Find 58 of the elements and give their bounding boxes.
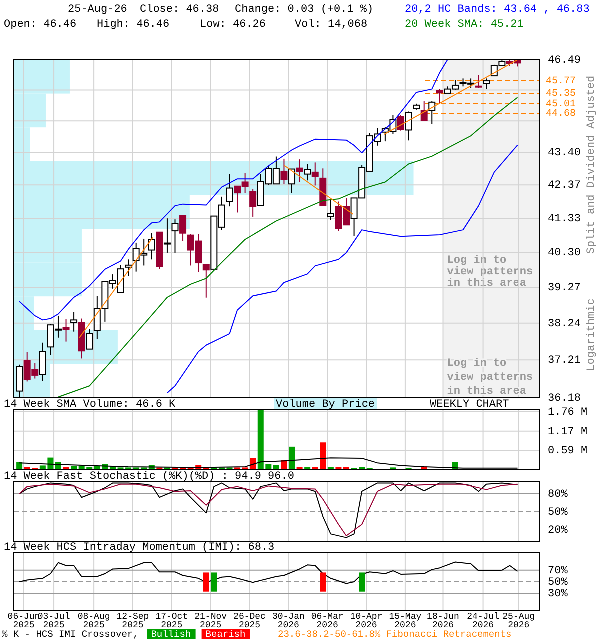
- x-tick-label: 06-Mar 2026: [311, 612, 344, 630]
- y-tick-label: 70%: [548, 565, 568, 578]
- x-tick-label: 24-Jul 2026: [467, 612, 500, 630]
- y-tick-label: 36.18: [548, 392, 582, 405]
- y-tick-label: 80%: [548, 488, 568, 501]
- x-tick-label: 10-Apr 2026: [350, 612, 383, 630]
- ref-line-label: 45.35: [546, 89, 576, 100]
- x-tick-label: 26-Dec 2025: [234, 612, 266, 630]
- text: Close: 46.38: [140, 4, 220, 16]
- y-tick-label: 1.17 M: [548, 426, 588, 438]
- legend-title: % K - HCS IMI Crossover,: [2, 629, 139, 640]
- text: Volume By Price: [276, 399, 376, 411]
- y-tick-label: 43.40: [548, 148, 582, 160]
- x-tick-label: 18-Jun 2026: [427, 612, 460, 630]
- y-tick-label: 50%: [548, 576, 568, 589]
- x-tick-label: 12-Sep 2025: [116, 612, 150, 630]
- y-tick-label: 50%: [548, 506, 568, 519]
- y-tick-label: 41.33: [548, 214, 582, 226]
- text: Bullish: [151, 629, 192, 640]
- y-tick-label: 39.27: [548, 282, 582, 294]
- x-tick-label: 21-Nov 2025: [194, 612, 228, 630]
- y-tick-label: 38.24: [548, 318, 582, 330]
- text: 20 Week SMA: 45.21: [405, 19, 524, 31]
- text: 20,2 HC Bands: 43.64 , 46.83: [405, 4, 590, 16]
- text: Open: 46.46: [4, 19, 77, 31]
- chart-title: 14 Week HCS Intraday Momentum (IMI): 68.3: [4, 542, 275, 554]
- annotation: Log in to view patterns in this area: [447, 358, 534, 398]
- band-label: Log in to view patterns in this area: [447, 255, 534, 290]
- x-tick-label: 06-Jun 2025: [8, 612, 40, 630]
- x-tick-label: 17-Oct 2025: [156, 612, 188, 630]
- text: Low: 46.26: [200, 19, 266, 31]
- text: Vol: 14,068: [295, 19, 368, 31]
- annotation: WEEKLY CHART: [430, 399, 510, 411]
- y-tick-label: 0.59 M: [548, 445, 588, 458]
- x-tick-label: 30-Jan 2026: [272, 612, 305, 630]
- text: Bearish: [206, 629, 246, 640]
- x-tick-label: 08-Aug 2025: [78, 612, 110, 630]
- y-tick-label: 42.37: [548, 180, 582, 192]
- y-tick-label: 37.21: [548, 355, 582, 368]
- text: Split and Dividend Adjusted: [586, 76, 598, 254]
- chart-title: 14 Week Fast Stochastic (%K)(%D) : 94.9 96.0: [4, 471, 294, 483]
- x-tick-label: 15-May 2026: [389, 612, 422, 630]
- text: High: 46.46: [97, 19, 170, 31]
- chart-title: 14 Week SMA Volume: 46.6 K: [4, 399, 176, 411]
- y-tick-label: 20%: [548, 524, 568, 537]
- text: 23.6-38.2-50-61.8% Fibonacci Retracements: [278, 629, 512, 640]
- text: Logarithmic: [586, 298, 598, 372]
- ref-line-label: 45.01: [546, 99, 576, 110]
- y-tick-label: 1.76 M: [548, 406, 588, 419]
- y-tick-label: 30%: [548, 588, 568, 601]
- text: Change: 0.03 (+0.1 %): [235, 4, 374, 16]
- y-tick-label: 40.30: [548, 248, 582, 260]
- text: 25-Aug-26: [68, 4, 128, 16]
- ref-line-label: 45.77: [546, 76, 576, 88]
- x-tick-label: 25-Aug 2026: [502, 612, 536, 630]
- y-tick-label: 46.49: [548, 54, 582, 67]
- ref-line-label: 44.68: [546, 109, 576, 120]
- x-tick-label: 03-Jul 2025: [38, 612, 70, 630]
